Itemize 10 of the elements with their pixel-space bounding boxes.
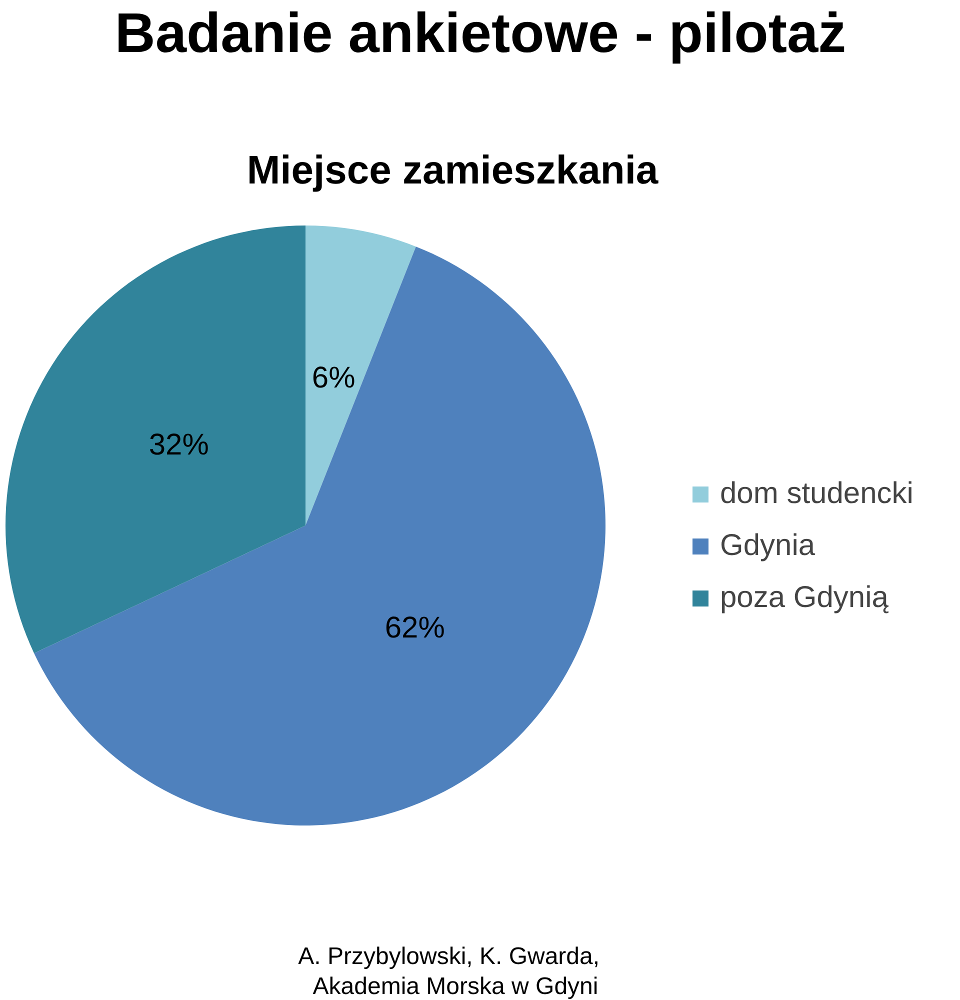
chart-subtitle: Miejsce zamieszkania — [246, 148, 659, 192]
data-label: 62% — [384, 612, 445, 645]
text: A. Przybylowski, K. Gwarda, — [298, 943, 600, 970]
legend-label: Gdynia — [720, 529, 816, 563]
chart-title: Badanie ankietowe - pilotaż — [114, 1, 846, 64]
data-label: 32% — [148, 428, 209, 462]
legend-label: poza Gdynią — [720, 581, 888, 615]
data-label: 6% — [312, 362, 356, 395]
legend-label: dom studencki — [720, 477, 914, 511]
text: Akademia Morska w Gdyni — [312, 973, 598, 1000]
